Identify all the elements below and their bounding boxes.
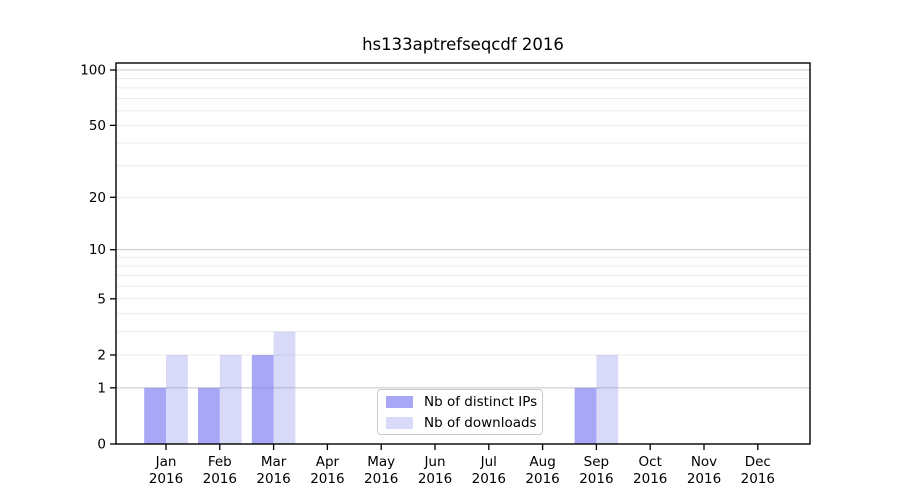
x-tick-label-month: Mar <box>261 454 287 470</box>
x-tick-label-month: May <box>367 454 395 470</box>
bar-distinct-ips-feb <box>198 387 220 444</box>
y-tick-label: 5 <box>97 291 106 307</box>
legend-label-downloads: Nb of downloads <box>424 414 537 431</box>
bar-downloads-mar <box>273 331 296 444</box>
x-tick-label-month: Aug <box>529 454 555 470</box>
x-tick-label-month: Jul <box>480 454 497 470</box>
x-tick-label-month: Oct <box>639 454 662 470</box>
x-tick-label-year: 2016 <box>149 471 183 487</box>
x-tick-label-month: Sep <box>584 454 609 470</box>
y-tick-label: 100 <box>80 63 106 79</box>
x-tick-label-year: 2016 <box>364 471 398 487</box>
x-tick-label-year: 2016 <box>256 471 290 487</box>
bar-downloads-sep <box>596 354 619 444</box>
x-tick-label-year: 2016 <box>418 471 452 487</box>
bar-distinct-ips-jan <box>144 387 166 444</box>
legend-swatch-distinct-ips <box>386 395 413 408</box>
x-tick-label-month: Jan <box>155 454 177 470</box>
y-tick-label: 20 <box>89 190 106 206</box>
bar-distinct-ips-sep <box>574 387 597 444</box>
x-tick-label-month: Feb <box>208 454 232 470</box>
x-tick-label-year: 2016 <box>633 471 667 487</box>
x-tick-label-month: Dec <box>745 454 771 470</box>
plot-border <box>115 62 811 445</box>
x-tick-label-year: 2016 <box>472 471 506 487</box>
x-tick-label-month: Nov <box>691 454 717 470</box>
x-tick-label-year: 2016 <box>525 471 559 487</box>
legend-item-downloads: Nb of downloads <box>386 415 542 431</box>
legend: Nb of distinct IPs Nb of downloads <box>377 389 543 435</box>
x-tick-label-year: 2016 <box>203 471 237 487</box>
x-tick-label-year: 2016 <box>579 471 613 487</box>
chart-title: hs133aptrefseqcdf 2016 <box>362 35 564 54</box>
x-tick-label-month: Jun <box>423 454 445 470</box>
y-tick-label: 0 <box>97 437 106 453</box>
legend-item-distinct-ips: Nb of distinct IPs <box>386 394 542 410</box>
x-tick-label-month: Apr <box>316 454 340 470</box>
y-tick-label: 1 <box>97 380 106 396</box>
legend-label-distinct-ips: Nb of distinct IPs <box>424 393 538 410</box>
bar-distinct-ips-mar <box>251 354 274 444</box>
x-tick-label-year: 2016 <box>741 471 775 487</box>
x-tick-label-year: 2016 <box>687 471 721 487</box>
bar-downloads-feb <box>219 354 242 444</box>
x-tick-label-year: 2016 <box>310 471 344 487</box>
legend-swatch-downloads <box>386 416 413 429</box>
y-tick-label: 50 <box>89 118 106 134</box>
y-tick-label: 10 <box>89 242 106 258</box>
y-tick-label: 2 <box>97 347 106 363</box>
bar-downloads-jan <box>166 354 188 444</box>
